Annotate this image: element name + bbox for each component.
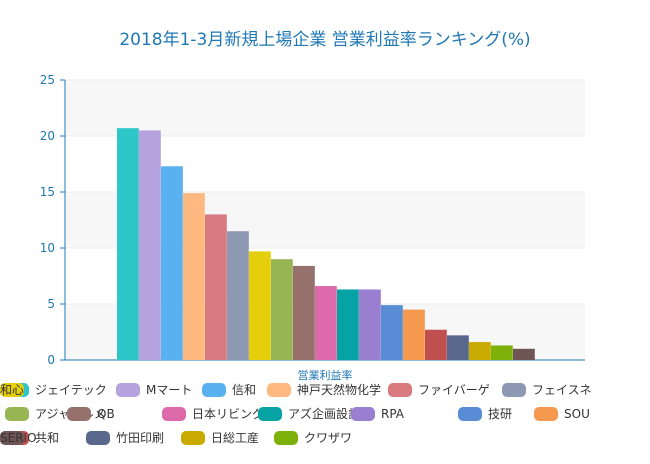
- bar: [513, 348, 535, 360]
- bar: [491, 345, 513, 360]
- legend-label[interactable]: SERIO: [0, 431, 37, 445]
- bar: [337, 289, 359, 360]
- y-tick-label: 10: [40, 241, 55, 255]
- legend-label[interactable]: RPA: [381, 407, 405, 421]
- y-tick-label: 20: [40, 129, 55, 143]
- legend-swatch[interactable]: [534, 407, 558, 421]
- legend-swatch[interactable]: [5, 407, 29, 421]
- legend-swatch[interactable]: [0, 431, 24, 445]
- legend-label[interactable]: フェイスネ: [532, 383, 592, 397]
- bar: [447, 335, 469, 360]
- bar: [469, 342, 491, 360]
- legend-swatch[interactable]: [181, 431, 205, 445]
- bars: [117, 128, 535, 360]
- legend-label[interactable]: 和心: [0, 383, 24, 397]
- bar: [227, 231, 249, 360]
- bar: [271, 259, 293, 360]
- grid-band: [65, 80, 585, 136]
- y-tick-label: 25: [40, 73, 55, 87]
- legend-label[interactable]: Mマート: [146, 383, 192, 397]
- legend-swatch[interactable]: [0, 383, 24, 397]
- legend-swatch[interactable]: [267, 383, 291, 397]
- legend-label[interactable]: 日本リビング: [192, 407, 264, 421]
- legend-swatch[interactable]: [502, 383, 526, 397]
- legend-label[interactable]: 共和: [35, 431, 59, 445]
- legend-swatch[interactable]: [202, 383, 226, 397]
- legend-label[interactable]: 技研: [488, 407, 512, 421]
- legend-label[interactable]: 信和: [232, 383, 256, 397]
- bar: [205, 214, 227, 360]
- bar: [249, 251, 271, 360]
- legend-label[interactable]: 日総工産: [211, 430, 259, 445]
- y-tick-label: 5: [47, 297, 55, 311]
- y-tick-label: 0: [47, 353, 55, 367]
- legend-swatch[interactable]: [458, 407, 482, 421]
- legend-swatch[interactable]: [67, 407, 91, 421]
- legend-label[interactable]: SOU: [564, 407, 590, 421]
- bar: [359, 289, 381, 360]
- bar: [183, 193, 205, 360]
- bar: [425, 329, 447, 360]
- legend-swatch[interactable]: [351, 407, 375, 421]
- legend-label[interactable]: QB: [97, 407, 115, 421]
- legend-swatch[interactable]: [274, 431, 298, 445]
- bar: [403, 309, 425, 360]
- legend: ジェイテックMマート信和神戸天然物化学ファイバーゲフェイスネ和心アジャイルメQB…: [0, 382, 592, 445]
- chart-title: 2018年1-3月新規上場企業 営業利益率ランキング(%): [119, 30, 530, 50]
- bar: [381, 305, 403, 360]
- legend-swatch[interactable]: [388, 383, 412, 397]
- legend-swatch[interactable]: [116, 383, 140, 397]
- bar: [139, 130, 161, 360]
- bar: [293, 265, 315, 360]
- legend-swatch[interactable]: [162, 407, 186, 421]
- legend-label[interactable]: クワザワ: [304, 431, 352, 445]
- x-axis-title: 営業利益率: [298, 368, 353, 382]
- bar: [161, 166, 183, 360]
- bar: [315, 286, 337, 360]
- legend-swatch[interactable]: [258, 407, 282, 421]
- legend-swatch[interactable]: [86, 431, 110, 445]
- legend-label[interactable]: アズ企画設計: [288, 406, 360, 421]
- y-tick-label: 15: [40, 185, 55, 199]
- legend-label[interactable]: ジェイテック: [35, 383, 107, 397]
- bar: [117, 128, 139, 360]
- legend-label[interactable]: ファイバーゲ: [418, 383, 490, 397]
- legend-label[interactable]: 神戸天然物化学: [297, 382, 381, 397]
- legend-label[interactable]: 竹田印刷: [116, 431, 164, 445]
